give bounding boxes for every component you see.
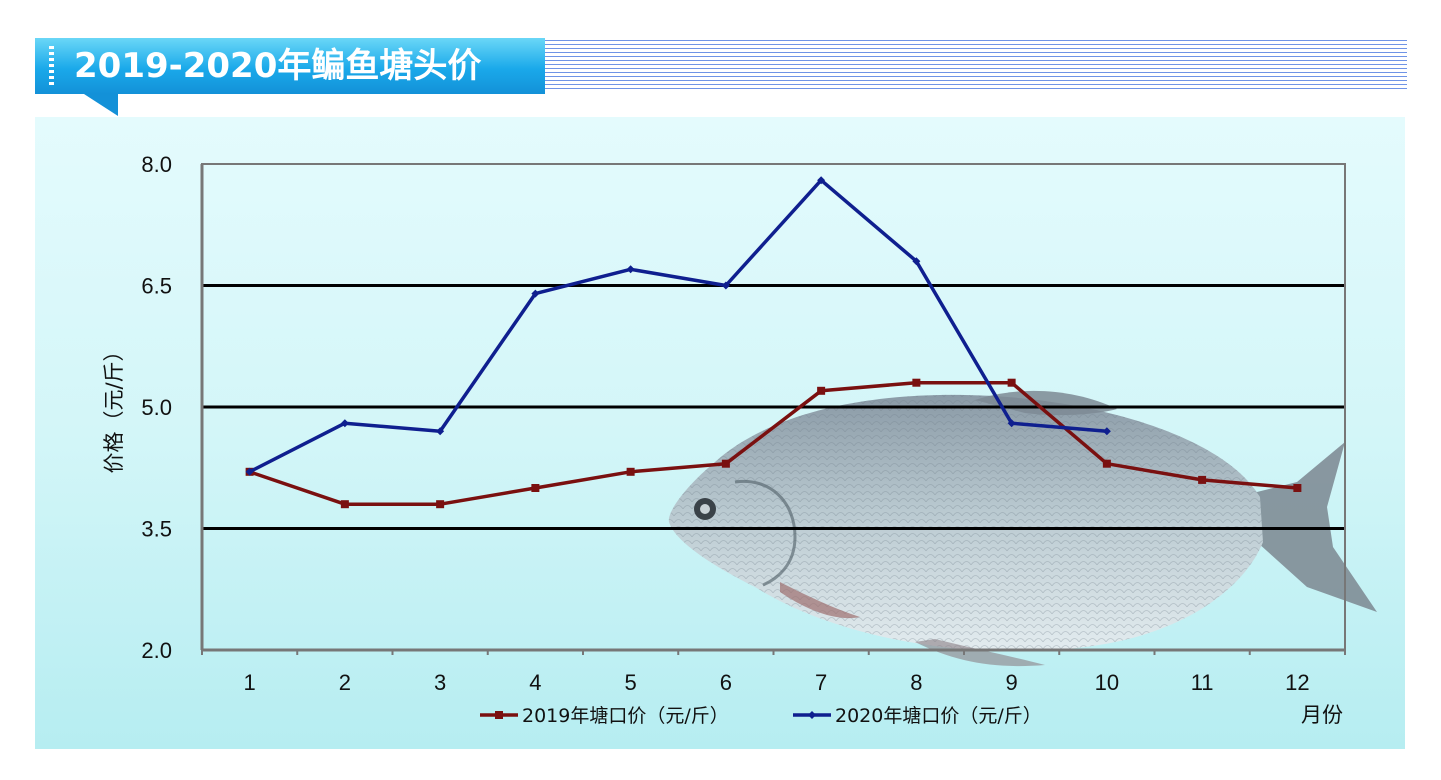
title-banner bbox=[35, 38, 545, 94]
x-tick-label: 10 bbox=[1095, 670, 1119, 695]
chart-svg: 2.03.55.06.58.01 2 3 4 5 6 7 8 9 10 11 12月份价格（元/斤）2… bbox=[102, 152, 1377, 727]
data-point-series-1 bbox=[1007, 378, 1016, 387]
data-point-series-1 bbox=[436, 500, 445, 509]
y-tick-label: 2.0 bbox=[141, 638, 172, 663]
x-tick-label: 1 bbox=[244, 670, 256, 695]
x-tick-label: 6 bbox=[720, 670, 732, 695]
data-point-series-2 bbox=[1007, 419, 1016, 428]
bream-fish-image bbox=[668, 390, 1377, 667]
x-axis-title: 月份 bbox=[1301, 703, 1343, 727]
header-stripes-decoration bbox=[545, 40, 1407, 91]
y-axis-title: 价格（元/斤） bbox=[102, 340, 126, 473]
data-point-series-1 bbox=[1102, 459, 1111, 468]
data-point-series-2 bbox=[531, 289, 540, 298]
data-point-series-1 bbox=[626, 467, 635, 476]
legend-marker-1 bbox=[495, 711, 503, 719]
x-tick-label: 4 bbox=[529, 670, 541, 695]
x-tick-label: 11 bbox=[1191, 670, 1214, 695]
data-point-series-1 bbox=[721, 459, 730, 468]
x-tick-label: 7 bbox=[815, 670, 827, 695]
data-point-series-2 bbox=[436, 427, 445, 436]
data-point-series-1 bbox=[531, 484, 540, 492]
page-title: 2019-2020年鳊鱼塘头价 bbox=[74, 46, 482, 86]
title-dots-decoration bbox=[49, 46, 54, 86]
data-point-series-2 bbox=[721, 281, 730, 290]
x-tick-label: 5 bbox=[625, 670, 637, 695]
x-tick-label: 12 bbox=[1285, 670, 1309, 695]
y-tick-label: 5.0 bbox=[141, 395, 172, 420]
x-tick-label: 8 bbox=[910, 670, 922, 695]
chart-panel: 2.0 3.5 5.0 6.5 8.0 1 2 3 4 5 6 7 8 9 10 11 12 月份 价格（元/斤） 2… bbox=[35, 117, 1405, 749]
legend-label-1: 2019年塘口价（元/斤） bbox=[522, 705, 729, 727]
data-point-series-2 bbox=[626, 265, 635, 274]
series-line-2 bbox=[248, 178, 1108, 474]
y-tick-label: 3.5 bbox=[141, 517, 172, 542]
title-banner-tail bbox=[84, 94, 118, 116]
series-line-1 bbox=[249, 380, 1298, 506]
legend-label-2: 2020年塘口价（元/斤） bbox=[835, 705, 1042, 727]
data-point-series-2 bbox=[817, 176, 826, 185]
data-point-series-2 bbox=[912, 257, 921, 266]
legend-marker-2 bbox=[808, 711, 816, 719]
data-point-series-2 bbox=[1102, 427, 1111, 436]
x-tick-label: 9 bbox=[1006, 670, 1018, 695]
y-tick-label: 6.5 bbox=[141, 274, 172, 299]
x-tick-label: 3 bbox=[434, 670, 446, 695]
data-point-series-1 bbox=[340, 500, 349, 509]
y-tick-label: 8.0 bbox=[141, 152, 172, 177]
data-point-series-1 bbox=[1293, 484, 1302, 492]
x-tick-label: 2 bbox=[339, 670, 351, 695]
data-point-series-1 bbox=[912, 378, 921, 387]
data-point-series-1 bbox=[817, 386, 826, 395]
data-point-series-2 bbox=[340, 419, 349, 428]
data-point-series-2 bbox=[245, 467, 254, 476]
data-point-series-1 bbox=[1198, 475, 1207, 484]
